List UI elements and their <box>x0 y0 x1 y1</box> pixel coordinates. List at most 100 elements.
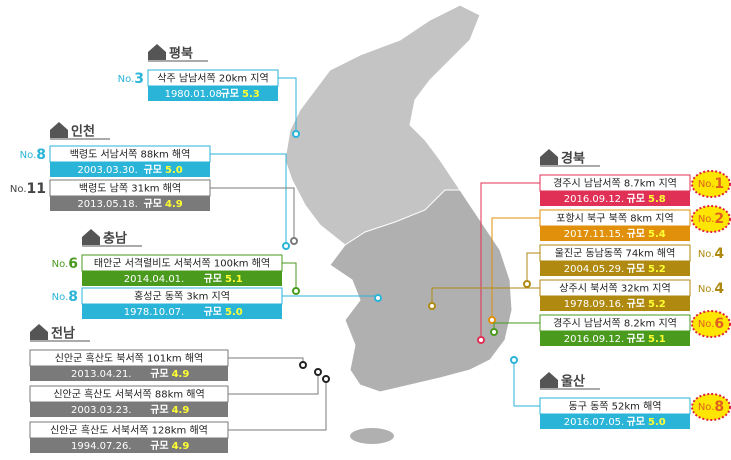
date-bar <box>50 162 210 177</box>
date: 1978.10.07. <box>124 307 184 318</box>
rank-highlight <box>691 205 731 233</box>
rank: No.4 <box>698 246 725 262</box>
rank-prefix: No. <box>698 284 715 295</box>
rank-prefix: No. <box>698 249 715 260</box>
date: 1978.09.16. <box>564 299 624 310</box>
region-icon <box>540 149 558 165</box>
magnitude: 5.1 <box>225 274 243 285</box>
leader-line <box>282 262 297 291</box>
region-icon <box>82 229 100 245</box>
rank-number: 6 <box>68 256 78 272</box>
epicenter <box>292 287 300 295</box>
date: 2016.09.12. <box>564 194 624 205</box>
leader-line <box>513 360 540 407</box>
magnitude-label: 규모 <box>144 198 162 210</box>
epicenter <box>428 302 436 310</box>
location: 백령도 남쪽 31km 해역 <box>79 182 181 195</box>
region-name: 평북 <box>169 46 193 62</box>
magnitude: 5.3 <box>242 89 260 100</box>
rank: No.8 <box>20 147 46 163</box>
date: 2003.03.23. <box>71 405 131 416</box>
rank: No.11 <box>10 181 46 197</box>
rank-prefix: No. <box>10 184 27 195</box>
date-bar <box>540 414 690 429</box>
rank-number: 2 <box>714 211 724 227</box>
date: 1980.01.08. <box>165 89 225 100</box>
rank-number: 8 <box>68 289 78 305</box>
date-bar <box>540 191 690 206</box>
epicenter <box>299 361 307 369</box>
epicenter <box>322 375 330 383</box>
epicenter <box>510 356 518 364</box>
leader-line <box>228 372 319 395</box>
date: 2017.11.15. <box>564 229 624 240</box>
date-bar <box>50 196 210 211</box>
magnitude-label: 규모 <box>204 306 222 318</box>
location: 태안군 서격렬비도 서북서쪽 100km 해역 <box>94 257 270 270</box>
region-icon <box>30 324 48 340</box>
region-name: 전남 <box>51 326 75 342</box>
region-icon <box>50 122 68 138</box>
location: 신안군 흑산도 서북서쪽 88km 해역 <box>53 388 204 401</box>
date-bar <box>540 331 690 346</box>
magnitude-label: 규모 <box>150 440 168 452</box>
location: 백령도 서남서쪽 88km 해역 <box>70 148 191 161</box>
date: 2003.03.30. <box>77 165 137 176</box>
magnitude: 4.9 <box>172 405 190 416</box>
rank-prefix: No. <box>698 319 715 330</box>
date-bar <box>540 261 690 276</box>
rank-prefix: No. <box>52 259 69 270</box>
location: 포항시 북구 북쪽 8km 지역 <box>556 213 673 225</box>
rank-number: 8 <box>714 399 724 415</box>
magnitude-label: 규모 <box>627 333 645 345</box>
magnitude-label: 규모 <box>627 263 645 275</box>
magnitude: 5.0 <box>165 165 183 176</box>
location: 상주시 북서쪽 32km 지역 <box>559 283 670 295</box>
magnitude: 5.0 <box>225 307 243 318</box>
magnitude-label: 규모 <box>627 193 645 205</box>
magnitude-label: 규모 <box>627 298 645 310</box>
leader-line <box>278 77 297 134</box>
magnitude-label: 규모 <box>627 228 645 240</box>
rank-prefix: No. <box>698 179 715 190</box>
magnitude: 4.9 <box>172 441 190 452</box>
rank-prefix: No. <box>52 292 69 303</box>
rank-highlight <box>691 310 731 338</box>
date-bar <box>82 271 282 286</box>
magnitude-label: 규모 <box>144 164 162 176</box>
region-icon <box>540 372 558 388</box>
epicenter <box>314 368 322 376</box>
leader-line <box>526 252 540 284</box>
magnitude: 5.2 <box>648 264 666 275</box>
date-bar <box>82 304 282 319</box>
leader-line <box>210 187 295 241</box>
rank-number: 6 <box>714 316 724 332</box>
rank-prefix: No. <box>118 74 135 85</box>
rank-number: 11 <box>27 181 46 197</box>
epicenter <box>490 328 498 336</box>
leader-line <box>228 357 304 365</box>
rank: No.6 <box>52 256 78 272</box>
location: 동구 동쪽 52km 해역 <box>569 400 662 413</box>
location: 홍성군 동쪽 3km 지역 <box>134 290 230 303</box>
magnitude-label: 규모 <box>150 368 168 380</box>
rank: No.2 <box>698 211 724 227</box>
rank-prefix: No. <box>698 214 715 225</box>
date-bar <box>30 402 228 417</box>
location: 신안군 흑산도 북서쪽 101km 해역 <box>55 352 204 365</box>
magnitude: 4.9 <box>172 369 190 380</box>
date: 2016.07.05. <box>564 417 624 428</box>
location: 삭주 남남서쪽 20km 지역 <box>157 73 268 85</box>
epicenter <box>374 294 382 302</box>
magnitude: 5.1 <box>648 334 666 345</box>
jeju <box>350 428 394 444</box>
date-bar <box>30 438 228 453</box>
epicenter <box>523 280 531 288</box>
magnitude: 5.0 <box>648 417 666 428</box>
rank: No.3 <box>118 71 144 87</box>
rank-prefix: No. <box>20 150 37 161</box>
leader-line <box>431 287 540 306</box>
magnitude-label: 규모 <box>221 88 239 100</box>
magnitude: 5.8 <box>648 194 666 205</box>
